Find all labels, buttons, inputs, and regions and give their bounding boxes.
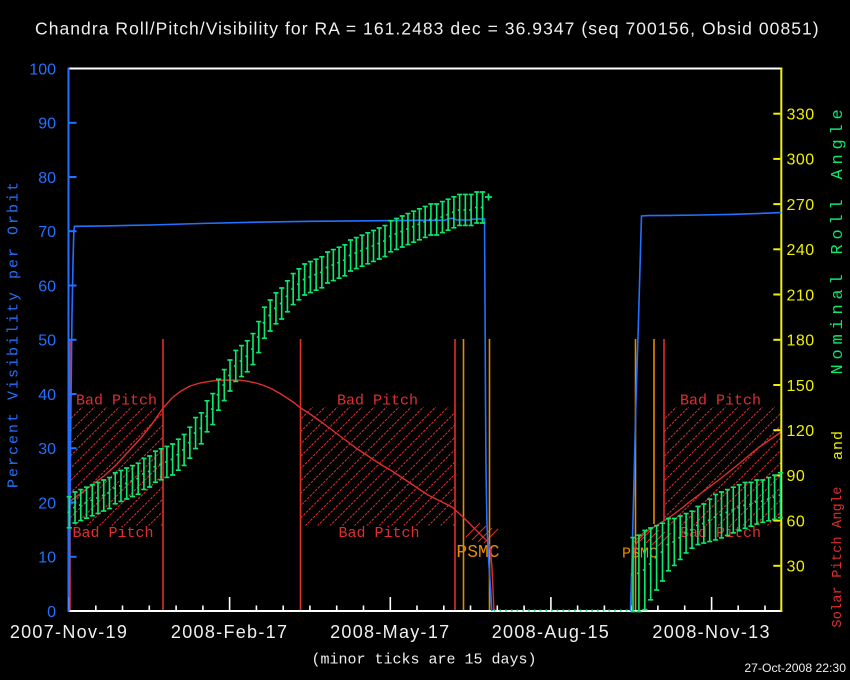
svg-text:20: 20 (38, 495, 56, 512)
svg-text:Solar Pitch Angle: Solar Pitch Angle (831, 486, 846, 627)
svg-text:270: 270 (787, 197, 815, 214)
svg-text:300: 300 (787, 152, 815, 169)
svg-text:180: 180 (787, 333, 815, 350)
svg-text:(minor ticks are 15 days): (minor ticks are 15 days) (311, 652, 536, 669)
svg-text:27-Oct-2008 22:30: 27-Oct-2008 22:30 (744, 661, 846, 675)
svg-text:Bad Pitch: Bad Pitch (72, 525, 153, 542)
svg-text:50: 50 (38, 333, 56, 350)
svg-text:70: 70 (38, 224, 56, 241)
svg-text:Nominal Roll Angle: Nominal Roll Angle (829, 104, 848, 374)
svg-text:2007-Nov-19: 2007-Nov-19 (10, 622, 128, 642)
svg-text:330: 330 (787, 107, 815, 124)
svg-text:120: 120 (787, 423, 815, 440)
svg-text:80: 80 (38, 170, 56, 187)
svg-text:210: 210 (787, 287, 815, 304)
svg-text:Bad Pitch: Bad Pitch (76, 393, 157, 410)
svg-text:240: 240 (787, 242, 815, 259)
svg-text:10: 10 (38, 550, 56, 567)
svg-text:30: 30 (787, 559, 806, 576)
svg-text:60: 60 (38, 278, 56, 295)
svg-text:and: and (830, 430, 847, 460)
svg-text:PSMC: PSMC (622, 546, 658, 563)
svg-text:2008-May-17: 2008-May-17 (330, 622, 450, 642)
svg-text:Bad Pitch: Bad Pitch (680, 525, 761, 542)
svg-text:30: 30 (38, 441, 56, 458)
svg-text:150: 150 (787, 378, 815, 395)
svg-text:60: 60 (787, 513, 806, 530)
svg-text:2008-Nov-13: 2008-Nov-13 (652, 622, 770, 642)
svg-text:40: 40 (38, 387, 56, 404)
svg-text:Percent Visibility per Orbit: Percent Visibility per Orbit (6, 180, 23, 488)
svg-text:PSMC: PSMC (456, 543, 499, 563)
svg-text:Bad Pitch: Bad Pitch (338, 525, 419, 542)
svg-text:Bad Pitch: Bad Pitch (337, 393, 418, 410)
svg-text:2008-Aug-15: 2008-Aug-15 (492, 622, 610, 642)
svg-text:Bad Pitch: Bad Pitch (680, 393, 761, 410)
svg-text:0: 0 (47, 604, 56, 621)
svg-text:2008-Feb-17: 2008-Feb-17 (171, 622, 288, 642)
svg-text:Chandra Roll/Pitch/Visibility: Chandra Roll/Pitch/Visibility for RA = 1… (35, 19, 820, 39)
svg-text:90: 90 (787, 468, 806, 485)
svg-text:90: 90 (38, 116, 56, 133)
svg-text:100: 100 (29, 61, 56, 78)
